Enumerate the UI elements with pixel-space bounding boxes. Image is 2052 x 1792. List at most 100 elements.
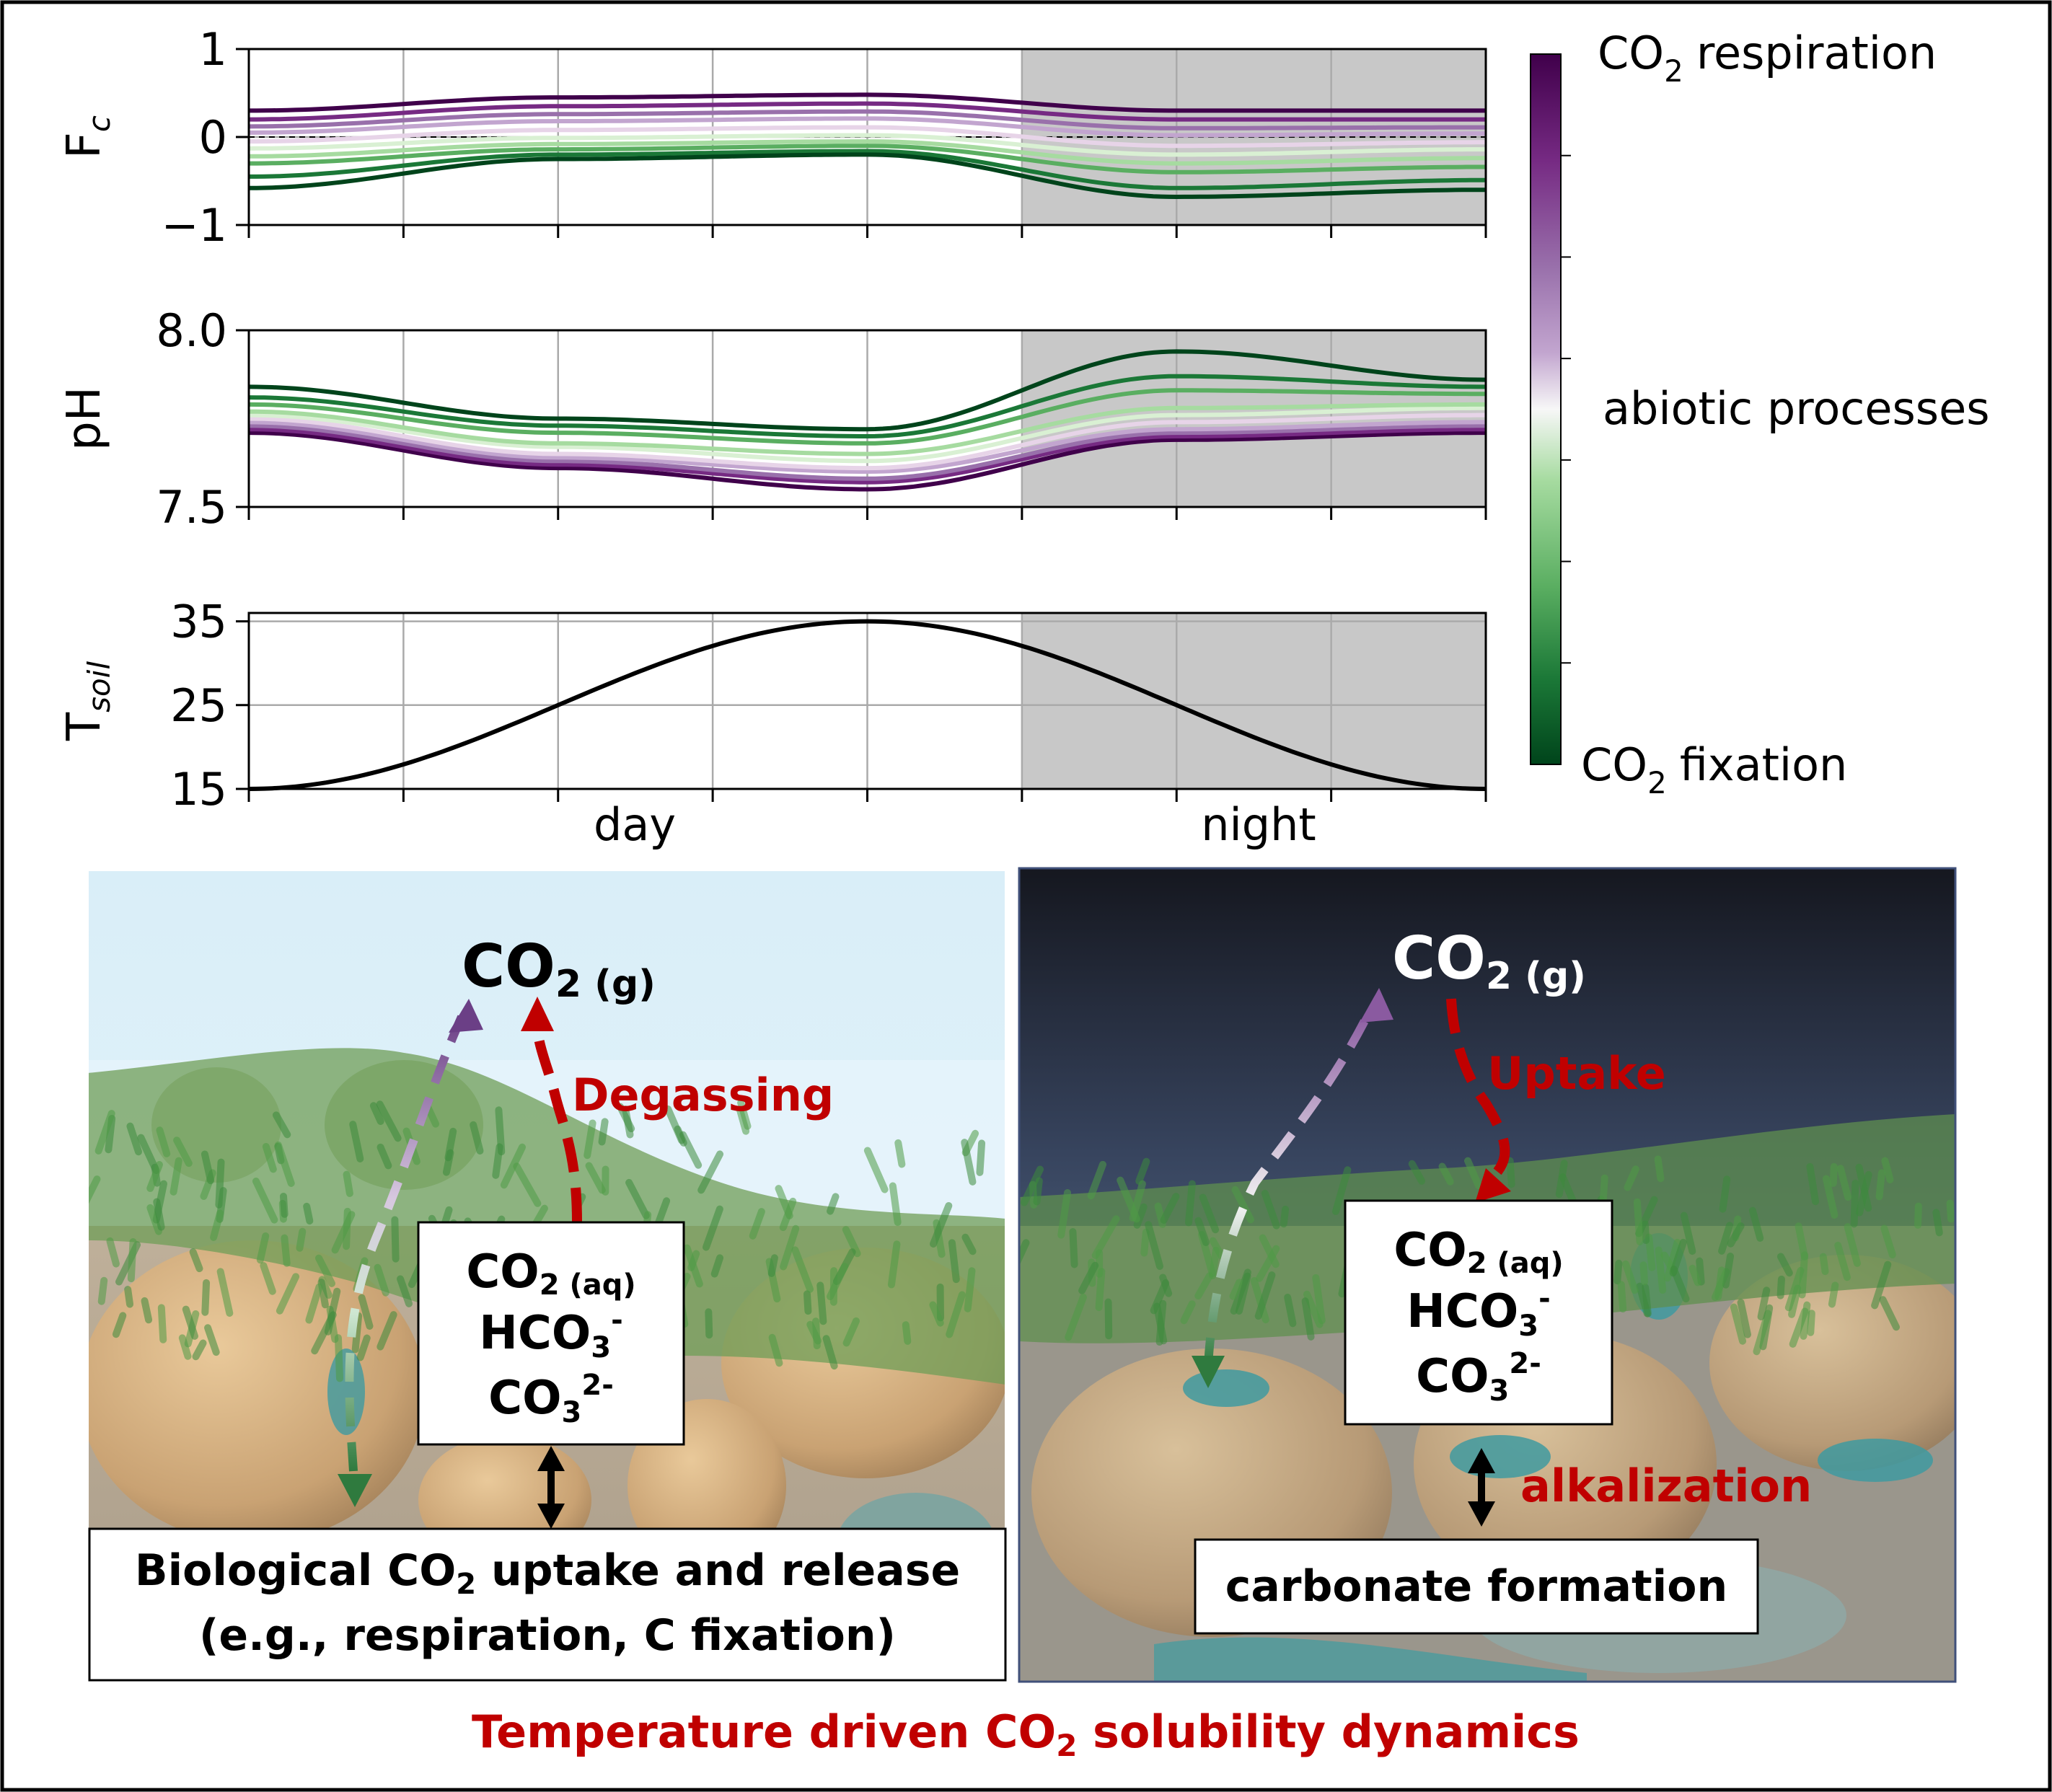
filament bbox=[1159, 1274, 1173, 1297]
filament bbox=[1184, 1180, 1196, 1227]
filament bbox=[1730, 1303, 1747, 1345]
filament bbox=[1655, 1246, 1667, 1294]
series-line bbox=[248, 109, 1486, 131]
y-tick-label: 35 bbox=[170, 596, 227, 648]
filament bbox=[1087, 1160, 1107, 1200]
tsoil-chart: 35 25 15 Tsoil bbox=[58, 596, 1487, 816]
series-line bbox=[248, 402, 1486, 456]
filament bbox=[262, 1143, 277, 1173]
night-carbonate-species-box: CO2 (aq) HCO3- CO32- bbox=[1344, 1199, 1613, 1426]
filament bbox=[156, 1126, 171, 1157]
filament bbox=[1757, 1286, 1771, 1320]
colorbar: CO2 respiration abiotic processes CO2 fixa… bbox=[1530, 27, 1990, 800]
microbe-cell bbox=[1818, 1439, 1933, 1482]
filament bbox=[397, 1275, 413, 1307]
x-label-day: day bbox=[594, 798, 676, 851]
filament bbox=[377, 1311, 397, 1351]
filament bbox=[826, 1263, 849, 1300]
filament bbox=[106, 1237, 120, 1268]
filament bbox=[929, 1202, 953, 1248]
filament bbox=[1555, 1160, 1568, 1199]
filament bbox=[1641, 1220, 1650, 1245]
filament bbox=[863, 1147, 889, 1193]
filament bbox=[1636, 1282, 1651, 1317]
filament bbox=[1621, 1260, 1639, 1294]
filament bbox=[1776, 1275, 1785, 1299]
filament bbox=[767, 1254, 778, 1277]
filament bbox=[492, 1143, 503, 1179]
biological-process-box: Biological CO2 uptake and release (e.g.,… bbox=[88, 1527, 1007, 1682]
series-line bbox=[249, 101, 1486, 122]
y-tick-label: 7.5 bbox=[156, 481, 227, 534]
filament bbox=[279, 1192, 289, 1218]
filament bbox=[1714, 1266, 1725, 1301]
series-line bbox=[249, 144, 1486, 175]
filament bbox=[806, 1320, 822, 1345]
filament bbox=[1719, 1175, 1731, 1213]
filament bbox=[1280, 1205, 1290, 1228]
series-line bbox=[249, 149, 1486, 190]
filament bbox=[1199, 1193, 1220, 1234]
filament bbox=[1798, 1251, 1808, 1299]
filament bbox=[1065, 1293, 1087, 1341]
filament bbox=[1718, 1222, 1734, 1255]
filament bbox=[215, 1158, 225, 1209]
filament bbox=[1153, 1302, 1168, 1345]
filament bbox=[791, 1246, 814, 1293]
filament bbox=[324, 1287, 341, 1336]
night-shading bbox=[1021, 613, 1486, 789]
filament bbox=[1670, 1266, 1690, 1303]
y-tick-label: −1 bbox=[162, 199, 227, 252]
night-co2-gas-label: CO2 (g) bbox=[1392, 924, 1586, 998]
series-line bbox=[248, 427, 1486, 485]
filament bbox=[315, 1254, 335, 1287]
filament bbox=[97, 1276, 108, 1305]
filament bbox=[256, 1232, 270, 1264]
co2-aq-label: CO2 (aq) bbox=[466, 1245, 635, 1302]
colorbar-gradient bbox=[1530, 53, 1562, 765]
y-tick-label: 0 bbox=[199, 111, 227, 164]
filament bbox=[1788, 1284, 1802, 1318]
filament bbox=[664, 1105, 685, 1144]
filament bbox=[1633, 1198, 1644, 1245]
day-co2-gas-label: CO2 (g) bbox=[462, 932, 656, 1006]
filament bbox=[1613, 1259, 1623, 1285]
filament bbox=[1879, 1296, 1901, 1331]
filament bbox=[204, 1324, 220, 1356]
y-tick-label: 8.0 bbox=[156, 304, 227, 357]
filament bbox=[1312, 1274, 1326, 1325]
filament bbox=[1463, 1157, 1482, 1190]
filament bbox=[1881, 1157, 1894, 1183]
filament bbox=[1828, 1281, 1839, 1308]
series-line bbox=[249, 125, 1486, 149]
filament bbox=[201, 1279, 211, 1316]
filament bbox=[1235, 1272, 1251, 1315]
filament bbox=[622, 1105, 634, 1139]
colorbar-top-label: CO2 respiration bbox=[1598, 27, 1937, 89]
filament bbox=[189, 1248, 203, 1273]
filament bbox=[976, 1139, 986, 1176]
filament bbox=[274, 1141, 295, 1187]
filament bbox=[210, 1209, 224, 1241]
colorbar-mid-label: abiotic processes bbox=[1603, 382, 1990, 435]
alkalization-label: alkalization bbox=[1520, 1460, 1812, 1512]
series-line bbox=[248, 619, 1487, 791]
filament bbox=[178, 1334, 192, 1360]
filament bbox=[444, 1127, 457, 1162]
series-line bbox=[248, 431, 1486, 492]
filament bbox=[1737, 1299, 1751, 1338]
filament bbox=[894, 1139, 906, 1168]
co3-label: CO32- bbox=[1416, 1347, 1541, 1408]
series-line bbox=[248, 423, 1486, 481]
filament bbox=[768, 1333, 783, 1367]
filament bbox=[201, 1150, 215, 1185]
co2-aq-label: CO2 (aq) bbox=[1393, 1224, 1563, 1280]
hco3-label: HCO3- bbox=[1406, 1282, 1550, 1343]
filament bbox=[349, 1121, 364, 1162]
day-biological-arrow bbox=[338, 999, 483, 1507]
filament bbox=[1829, 1162, 1838, 1187]
ph-chart: 8.0 7.5 pH bbox=[58, 304, 1487, 534]
filament bbox=[1688, 1264, 1701, 1286]
filament bbox=[1140, 1228, 1150, 1257]
filament bbox=[1078, 1261, 1099, 1294]
